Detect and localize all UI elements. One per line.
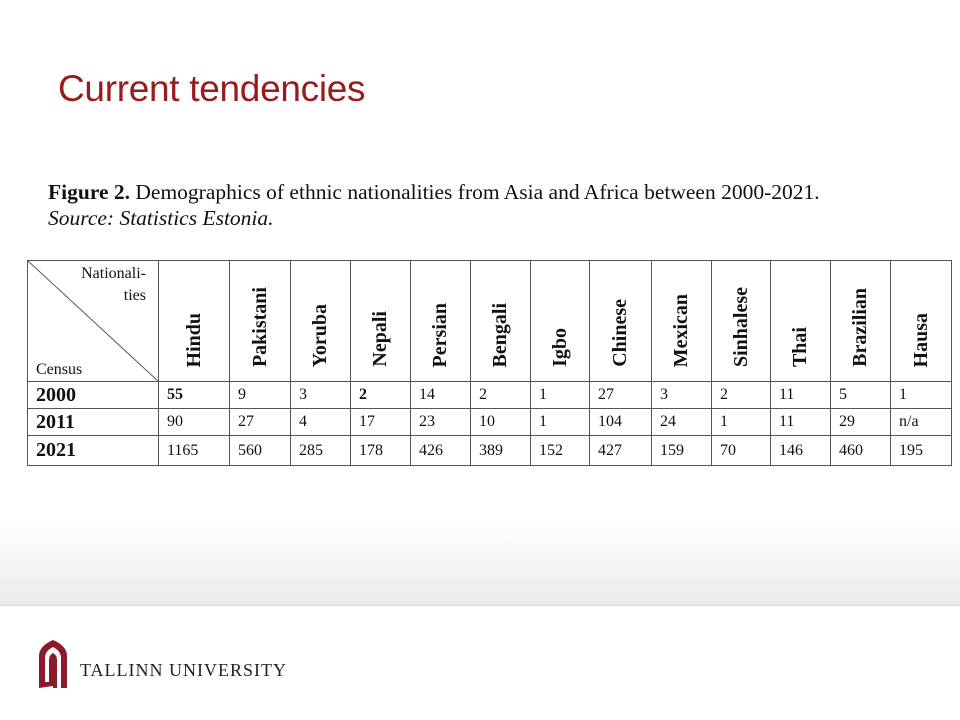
column-header: Mexican: [651, 260, 712, 382]
column-header-label: Pakistani: [248, 286, 271, 367]
table-cell: 159: [651, 435, 712, 466]
slide-title: Current tendencies: [58, 68, 366, 109]
table-cell: 24: [651, 408, 712, 436]
column-header: Yoruba: [290, 260, 351, 382]
column-header-label: Thai: [789, 326, 811, 367]
table-cell: 27: [229, 408, 291, 436]
table-cell: 3: [290, 381, 351, 409]
column-header-label: Persian: [429, 302, 451, 367]
table-cell: 90: [158, 408, 230, 436]
column-header-label: Hindu: [182, 312, 205, 367]
table-cell: 27: [589, 381, 652, 409]
table-cell: 1: [530, 408, 590, 436]
census-year: 2021: [27, 435, 159, 466]
table-cell: 427: [589, 435, 652, 466]
table-cell: 5: [830, 381, 891, 409]
column-header-label: Hausa: [909, 312, 932, 367]
table-cell: 17: [350, 408, 411, 436]
column-header-label: Chinese: [609, 299, 631, 367]
table-cell: 1165: [158, 435, 230, 466]
table-cell: 195: [890, 435, 952, 466]
university-name: TALLINN UNIVERSITY: [80, 660, 288, 680]
demographics-table: Nationali-ties Census Hindu Pakistani Yoru…: [27, 260, 952, 466]
column-header: Hindu: [158, 260, 230, 382]
corner-census-label: Census: [36, 361, 83, 378]
table-cell: 11: [770, 408, 831, 436]
table-cell: 104: [589, 408, 652, 436]
table-cell: 3: [651, 381, 712, 409]
table-cell: 1: [530, 381, 590, 409]
table-cell: 29: [830, 408, 891, 436]
column-header-label: Mexican: [670, 293, 692, 367]
table-row: 2011 90 27 4 17 23 10 1 104 24 1 11 29 n/a: [27, 408, 952, 436]
corner-nationalities-label: Nationali-ties: [81, 265, 146, 304]
table-cell: 23: [410, 408, 471, 436]
column-header: Igbo: [530, 260, 590, 382]
footer-band: [0, 520, 960, 606]
table-cell: 460: [830, 435, 891, 466]
table-cell: 426: [410, 435, 471, 466]
table-row: 2000 55 9 3 2 14 2 1 27 3 2 11 5 1: [27, 381, 952, 409]
column-header: Thai: [770, 260, 831, 382]
header-row: Nationali-ties Census Hindu Pakistani Yoru…: [27, 260, 952, 382]
table-cell: n/a: [890, 408, 952, 436]
census-year: 2000: [27, 381, 159, 409]
table-cell: 2: [711, 381, 771, 409]
column-header-label: Bengali: [489, 302, 511, 367]
table-cell: 55: [158, 381, 230, 409]
column-header-label: Sinhalese: [729, 286, 752, 367]
column-header: Nepali: [350, 260, 411, 382]
diagonal-divider: [28, 261, 158, 381]
column-header: Pakistani: [229, 260, 291, 382]
table-cell: 14: [410, 381, 471, 409]
column-header: Brazilian: [830, 260, 891, 382]
table-cell: 4: [290, 408, 351, 436]
column-header: Persian: [410, 260, 471, 382]
table-cell: 560: [229, 435, 291, 466]
table-cell: 285: [290, 435, 351, 466]
table-cell: 178: [350, 435, 411, 466]
census-year: 2011: [27, 408, 159, 436]
table-cell: 1: [890, 381, 952, 409]
column-header-label: Brazilian: [849, 288, 871, 367]
figure-label: Figure 2.: [48, 180, 131, 204]
table-cell: 11: [770, 381, 831, 409]
column-header-label: Nepali: [369, 311, 391, 367]
caption-text: Demographics of ethnic nationalities fro…: [130, 180, 820, 204]
table-row: 2021 1165 560 285 178 426 389 152 427 159 70 146 460…: [27, 435, 952, 466]
column-header: Sinhalese: [711, 260, 771, 382]
corner-cell: Nationali-ties Census: [27, 260, 159, 382]
table-cell: 152: [530, 435, 590, 466]
column-header-label: Yoruba: [309, 303, 331, 367]
column-header: Chinese: [589, 260, 652, 382]
caption-source: Source: Statistics Estonia.: [48, 206, 274, 230]
table-cell: 389: [470, 435, 531, 466]
table-cell: 146: [770, 435, 831, 466]
column-header-label: Igbo: [548, 328, 571, 367]
table-cell: 9: [229, 381, 291, 409]
table-cell: 1: [711, 408, 771, 436]
table-cell: 2: [350, 381, 411, 409]
table-cell: 2: [470, 381, 531, 409]
column-header: Bengali: [470, 260, 531, 382]
table-cell: 10: [470, 408, 531, 436]
figure-caption: Figure 2. Demographics of ethnic nationa…: [48, 179, 820, 231]
table-cell: 70: [711, 435, 771, 466]
column-header: Hausa: [890, 260, 952, 382]
tallinn-university-logo-icon: [39, 640, 67, 688]
